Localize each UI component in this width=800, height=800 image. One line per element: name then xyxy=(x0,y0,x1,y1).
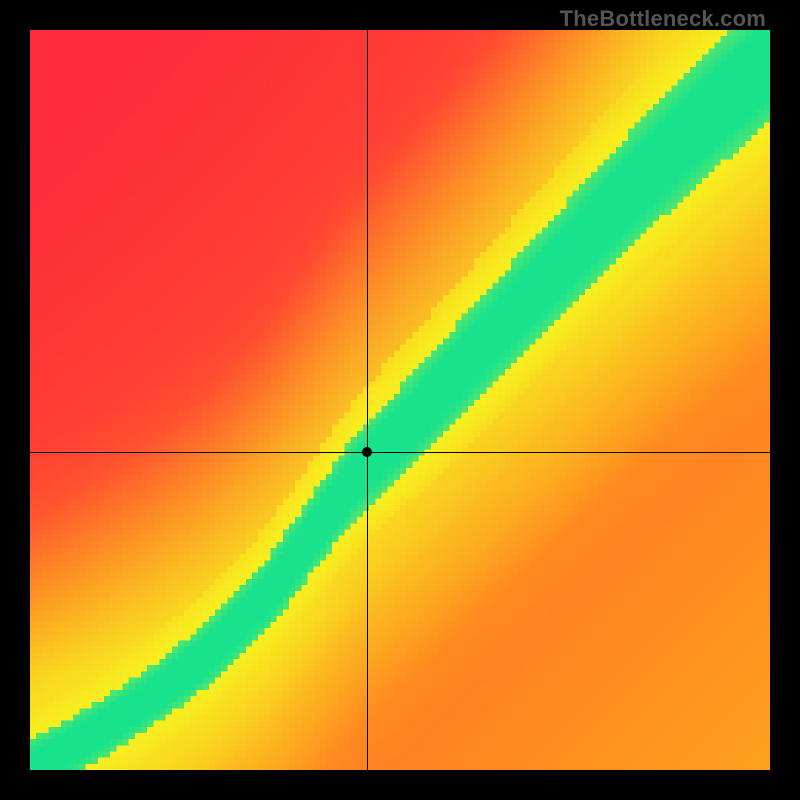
watermark-text: TheBottleneck.com xyxy=(560,6,766,32)
heatmap-canvas xyxy=(30,30,770,770)
chart-frame: TheBottleneck.com xyxy=(0,0,800,800)
plot-area xyxy=(30,30,770,770)
